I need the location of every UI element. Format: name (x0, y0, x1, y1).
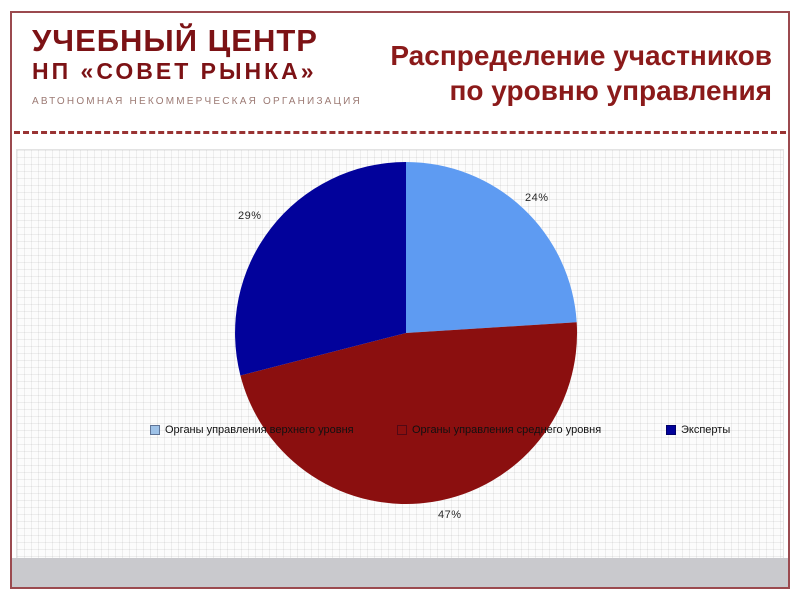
slide-title-line2: по уровню управления (449, 75, 772, 106)
pie-label-experts: 29% (238, 210, 262, 222)
legend-item-upper-level: Органы управления верхнего уровня (150, 424, 354, 436)
pie-slice-1 (240, 322, 578, 505)
slide-title: Распределение участников по уровню управ… (390, 38, 772, 108)
logo-line1: УЧЕБНЫЙ ЦЕНТР (32, 23, 318, 58)
pie-label-middle-level: 47% (438, 509, 462, 521)
legend-label-upper-level: Органы управления верхнего уровня (165, 424, 354, 436)
legend-swatch-upper-level (150, 425, 160, 435)
pie-slice-2 (235, 162, 406, 376)
pie-label-upper-level: 24% (525, 192, 549, 204)
header-separator (14, 131, 786, 134)
legend-item-experts: Эксперты (666, 424, 730, 436)
legend-item-middle-level: Органы управления среднего уровня (397, 424, 601, 436)
logo-line2: НП «СОВЕТ РЫНКА» (32, 58, 317, 84)
legend-label-middle-level: Органы управления среднего уровня (412, 424, 602, 436)
slide-title-line1: Распределение участников (390, 40, 772, 71)
pie-slice-0 (406, 162, 577, 333)
logo-subtitle: АВТОНОМНАЯ НЕКОММЕРЧЕСКАЯ ОРГАНИЗАЦИЯ (32, 96, 362, 107)
legend-swatch-middle-level (397, 425, 407, 435)
footer-bar (12, 558, 788, 587)
legend-label-experts: Эксперты (681, 424, 731, 436)
legend-swatch-experts (666, 425, 676, 435)
logo: УЧЕБНЫЙ ЦЕНТР НП «СОВЕТ РЫНКА» АВТОНОМНА… (32, 23, 362, 108)
